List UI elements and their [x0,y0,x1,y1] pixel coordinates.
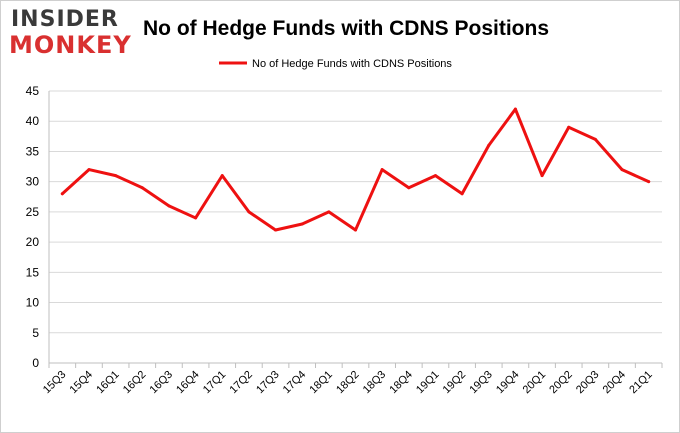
y-tick-label: 35 [26,144,40,158]
data-point [114,174,118,178]
data-point [647,180,651,184]
x-tick-label: 20Q1 [521,369,549,397]
x-tick-label: 16Q4 [174,369,202,397]
y-tick-label: 45 [26,84,40,98]
x-tick-label: 17Q4 [281,369,309,397]
x-tick-label: 21Q1 [627,369,655,397]
x-tick-label: 19Q3 [467,369,495,397]
legend-label: No of Hedge Funds with CDNS Positions [252,58,452,70]
y-tick-label: 15 [26,265,40,279]
data-point [407,186,411,190]
x-tick-label: 20Q2 [547,369,575,397]
x-tick-label: 19Q1 [414,369,442,397]
data-point [567,125,571,129]
x-tick-label: 17Q3 [254,369,282,397]
x-tick-label: 18Q1 [307,369,335,397]
x-tick-label: 18Q4 [387,369,415,397]
x-tick-label: 20Q3 [574,369,602,397]
data-point [460,192,464,196]
x-tick-label: 16Q2 [121,369,149,397]
y-tick-label: 5 [32,326,39,340]
data-point [540,174,544,178]
data-point [300,222,304,226]
x-tick-label: 15Q3 [41,369,69,397]
y-tick-label: 25 [26,205,40,219]
x-tick-label: 17Q2 [227,369,255,397]
data-point [87,168,91,172]
y-tick-label: 30 [26,175,40,189]
data-point [593,137,597,141]
x-tick-label: 16Q3 [148,369,176,397]
x-tick-label: 15Q4 [68,369,96,397]
data-point [327,210,331,214]
data-point [140,186,144,190]
data-point [433,174,437,178]
x-tick-label: 17Q1 [201,369,229,397]
data-point [513,107,517,111]
x-tick-label: 18Q2 [334,369,362,397]
y-tick-label: 40 [26,114,40,128]
data-point [60,192,64,196]
chart-title: No of Hedge Funds with CDNS Positions [143,17,549,40]
x-tick-label: 16Q1 [94,369,122,397]
data-point [274,228,278,232]
data-point [487,143,491,147]
y-tick-label: 0 [32,356,39,370]
data-point [380,168,384,172]
x-tick-label: 19Q4 [494,369,522,397]
data-point [354,228,357,232]
data-point [194,216,198,220]
x-tick-label: 18Q3 [361,369,389,397]
y-tick-label: 10 [26,296,40,310]
logo-line-1: INSIDER [11,7,119,32]
logo-line-2: MONKEY [9,31,132,59]
data-point [220,174,224,178]
data-point [167,204,171,208]
data-point [620,168,624,172]
data-point [247,210,251,214]
y-tick-label: 20 [26,235,40,249]
x-tick-label: 20Q4 [601,369,629,397]
x-tick-label: 19Q2 [441,369,469,397]
